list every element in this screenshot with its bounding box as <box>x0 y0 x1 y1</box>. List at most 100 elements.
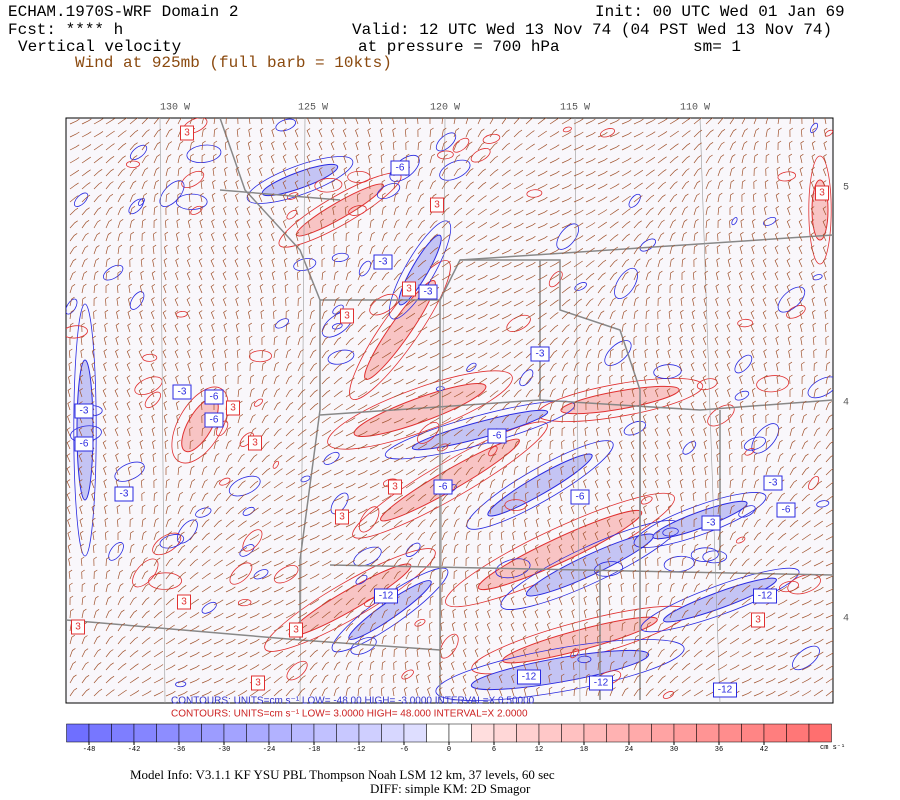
wind-barb <box>477 365 488 372</box>
wind-barb <box>381 469 392 476</box>
wind-barb <box>465 300 476 307</box>
wind-barb <box>129 610 138 619</box>
wind-barb <box>90 388 95 398</box>
wind-barb <box>93 648 101 658</box>
wind-barb <box>272 296 277 307</box>
wind-barb <box>573 235 584 242</box>
wind-barb <box>81 118 92 125</box>
wind-barb <box>211 219 215 229</box>
wind-barb <box>631 401 635 411</box>
wind-barb <box>787 335 792 346</box>
contour-line <box>369 293 398 316</box>
wind-barb <box>248 309 252 320</box>
wind-barb <box>561 413 566 424</box>
wind-barb <box>669 143 679 151</box>
wind-barb <box>294 141 299 151</box>
wind-barb <box>405 570 413 580</box>
wind-barb <box>657 296 662 307</box>
wind-barb <box>703 440 708 450</box>
wind-barb <box>762 271 767 281</box>
wind-barb <box>369 469 380 476</box>
wind-barb <box>285 586 296 593</box>
wind-barb <box>537 223 548 229</box>
wind-barb <box>825 640 833 645</box>
wind-barb <box>813 573 824 580</box>
wind-barb <box>702 401 707 411</box>
contour-line <box>144 391 161 409</box>
wind-barb <box>475 609 479 619</box>
wind-barb <box>486 648 491 658</box>
wind-barb <box>824 118 827 125</box>
wind-barb <box>189 439 194 450</box>
wind-barb <box>739 258 743 268</box>
wind-barb <box>597 272 606 281</box>
wind-barb <box>465 154 473 164</box>
wind-barb <box>234 258 239 268</box>
wind-barb <box>357 218 362 229</box>
wind-barb <box>258 167 263 177</box>
wind-barb <box>765 572 775 580</box>
wind-barb <box>489 364 500 372</box>
wind-barb <box>345 417 356 424</box>
wind-barb <box>404 127 409 138</box>
wind-barb <box>547 518 551 528</box>
wind-barb <box>692 283 697 294</box>
wind-barb <box>692 296 696 307</box>
wind-barb <box>126 375 131 385</box>
wind-barb <box>69 595 74 606</box>
wind-barb <box>212 361 216 372</box>
wind-barb <box>582 544 587 554</box>
wind-barb <box>405 417 416 424</box>
wind-barb <box>259 271 263 281</box>
wind-barb <box>225 453 233 463</box>
wind-barb <box>741 118 746 125</box>
boundary <box>299 639 441 651</box>
wind-barb <box>355 154 360 164</box>
wind-barb <box>309 362 317 372</box>
wind-barb <box>429 127 434 138</box>
wind-barb <box>393 299 403 307</box>
wind-barb <box>585 260 595 268</box>
wind-barb <box>129 623 138 632</box>
wind-barb <box>69 182 79 190</box>
wind-barb <box>585 285 594 294</box>
wind-barb <box>78 492 83 502</box>
wind-barb <box>117 663 127 671</box>
wind-barb <box>717 597 726 606</box>
wind-barb <box>825 468 833 476</box>
wind-barb <box>261 454 270 463</box>
wind-barb <box>189 691 200 697</box>
wind-barb <box>500 543 504 554</box>
wind-barb <box>752 218 756 229</box>
wind-barb <box>813 600 824 606</box>
wind-barb <box>429 118 431 124</box>
wind-barb <box>607 570 612 580</box>
wind-barb <box>381 338 391 346</box>
wind-barb <box>153 531 160 541</box>
wind-barb <box>609 374 613 385</box>
wind-barb <box>669 156 679 164</box>
wind-barb <box>657 283 662 294</box>
wind-barb <box>429 404 440 411</box>
colorbar-tick-label: -42 <box>128 746 141 754</box>
wind-barb <box>105 662 114 671</box>
wind-barb <box>813 677 824 684</box>
wind-barb <box>273 322 278 332</box>
wind-barb <box>621 647 627 658</box>
wind-barb <box>392 686 396 697</box>
wind-barb <box>558 570 563 580</box>
wind-barb <box>213 426 219 437</box>
wind-barb <box>801 440 809 450</box>
wind-barb <box>246 258 251 268</box>
wind-barb <box>129 690 140 697</box>
wind-barb <box>571 596 575 606</box>
wind-barb <box>789 639 800 645</box>
wind-barb <box>537 401 544 411</box>
wind-barb <box>345 404 356 411</box>
wind-barb <box>801 400 807 411</box>
wind-barb <box>597 374 602 385</box>
wind-barb <box>309 508 320 515</box>
wind-barb <box>403 686 408 697</box>
wind-barb <box>369 338 379 346</box>
contour-label: 3 <box>252 438 258 449</box>
